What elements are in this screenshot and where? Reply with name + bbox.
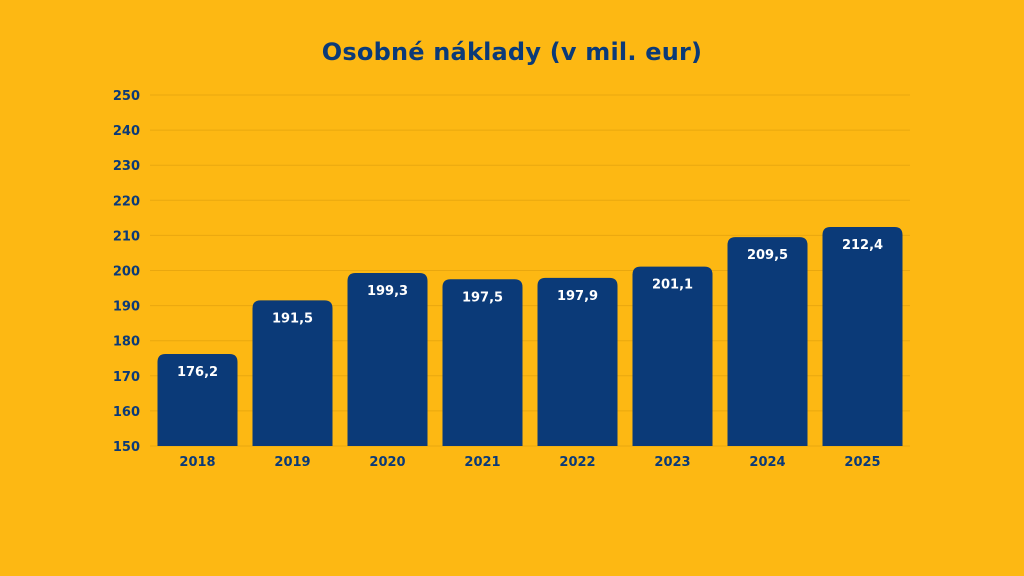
y-tick-label: 190 [113, 300, 140, 315]
chart-title: Osobné náklady (v mil. eur) [321, 38, 703, 66]
bar-2025 [822, 226, 903, 446]
data-labels: 176,2 191,5 199,3 197,5 197,9 201,1 209,5 212,4 [177, 238, 883, 380]
x-axis-ticks: 2018 2019 2020 2021 2022 2023 2024 2025 [179, 455, 880, 470]
x-tick-label-2022: 2022 [559, 455, 595, 470]
data-label-2019: 191,5 [272, 311, 313, 326]
y-axis-ticks: 150 160 170 180 190 200 210 220 230 240 250 [113, 89, 140, 455]
x-tick-label-2025: 2025 [844, 455, 880, 470]
data-label-2024: 209,5 [747, 248, 788, 263]
y-tick-label: 170 [113, 370, 140, 385]
y-tick-label: 240 [113, 124, 140, 139]
bar-2019 [252, 300, 333, 446]
data-label-2021: 197,5 [462, 290, 503, 305]
y-tick-label: 220 [113, 194, 140, 209]
bars [157, 226, 903, 446]
y-tick-label: 160 [113, 405, 140, 420]
y-tick-label: 200 [113, 265, 140, 280]
bar-2020 [347, 272, 428, 446]
bar-2024 [727, 237, 808, 446]
x-tick-label-2021: 2021 [464, 455, 500, 470]
bar-2021 [442, 279, 523, 446]
x-tick-label-2018: 2018 [179, 455, 215, 470]
data-label-2023: 201,1 [652, 278, 693, 293]
bar-2022 [537, 277, 618, 446]
data-label-2022: 197,9 [557, 289, 598, 304]
y-tick-label: 180 [113, 335, 140, 350]
data-label-2020: 199,3 [367, 284, 408, 299]
y-tick-label: 150 [113, 440, 140, 455]
bar-2018 [157, 354, 238, 446]
y-tick-label: 230 [113, 159, 140, 174]
x-tick-label-2023: 2023 [654, 455, 690, 470]
data-label-2025: 212,4 [842, 238, 883, 253]
bar-2023 [632, 266, 713, 446]
y-tick-label: 210 [113, 229, 140, 244]
x-tick-label-2019: 2019 [274, 455, 310, 470]
x-tick-label-2020: 2020 [369, 455, 405, 470]
data-label-2018: 176,2 [177, 365, 218, 380]
y-tick-label: 250 [113, 89, 140, 104]
x-tick-label-2024: 2024 [749, 455, 785, 470]
